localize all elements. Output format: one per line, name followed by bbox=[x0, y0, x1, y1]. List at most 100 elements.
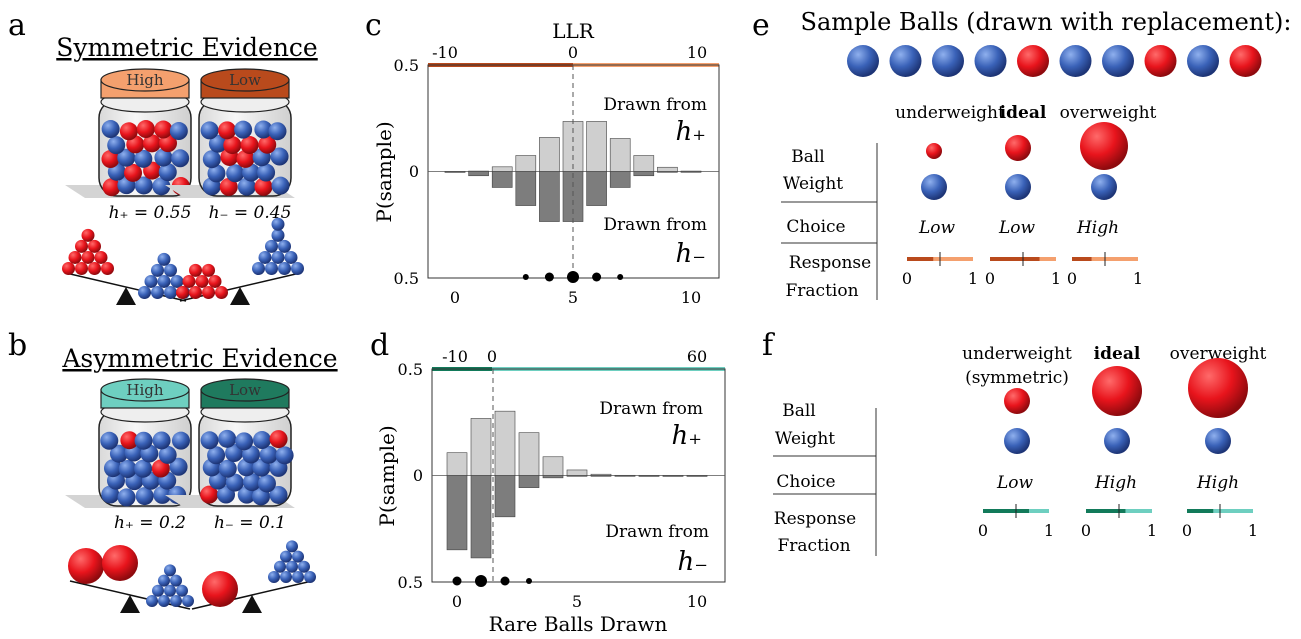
jar-lid-label: High bbox=[126, 381, 163, 399]
blue-ball bbox=[107, 136, 126, 155]
bar-plus-9 bbox=[657, 166, 678, 172]
red-ball bbox=[94, 250, 108, 264]
fulcrum-icon bbox=[242, 595, 262, 613]
blue-ball bbox=[103, 459, 122, 478]
blue-ball-weight-0 bbox=[1004, 428, 1030, 454]
red-ball-weight-1 bbox=[1005, 135, 1031, 161]
balance-scales-asymmetric bbox=[68, 540, 316, 613]
blue-ball bbox=[169, 122, 188, 141]
top-tick-c-1: 0 bbox=[568, 43, 578, 62]
choice-e-2: High bbox=[1076, 218, 1119, 238]
blue-ball-weight-0 bbox=[921, 174, 947, 200]
sample-ball-8 bbox=[1187, 45, 1219, 77]
row-label-fraction-e: Fraction bbox=[785, 281, 858, 301]
panel-b-title: Asymmetric Evidence bbox=[61, 344, 337, 373]
balance-scale bbox=[191, 540, 316, 613]
sample-ball-0 bbox=[847, 45, 879, 77]
x-axis-label-d: Rare Balls Drawn bbox=[489, 612, 668, 636]
red-ball bbox=[75, 239, 88, 253]
red-ball bbox=[159, 134, 178, 153]
jar-caption-low-b: h₋ = 0.1 bbox=[214, 513, 286, 533]
red-ball bbox=[218, 121, 237, 140]
blue-ball bbox=[271, 217, 285, 231]
bar-minus-2 bbox=[494, 475, 516, 518]
jar-high: High bbox=[65, 378, 195, 508]
bar-minus-2 bbox=[491, 171, 513, 188]
panel-f: f underweight (symmetric) ideal overweig… bbox=[762, 328, 1267, 556]
sample-dot-7 bbox=[617, 274, 624, 280]
red-ball bbox=[195, 274, 209, 288]
bar-plus-1 bbox=[470, 418, 492, 476]
panel-a-title: Symmetric Evidence bbox=[56, 33, 317, 62]
response-tick-1-0: 0 bbox=[985, 269, 995, 288]
response-tick-2-1: 1 bbox=[1248, 521, 1258, 540]
fulcrum-icon bbox=[230, 287, 250, 305]
blue-ball bbox=[257, 474, 276, 493]
blue-ball bbox=[169, 457, 188, 476]
balance-scales-symmetric bbox=[62, 217, 304, 305]
bar-minus-3 bbox=[515, 171, 537, 206]
panel-letter-f: f bbox=[762, 328, 775, 363]
bar-minus-6 bbox=[586, 171, 607, 206]
blue-ball bbox=[158, 574, 170, 587]
red-ball bbox=[236, 149, 255, 168]
panel-letter-d: d bbox=[370, 328, 389, 363]
red-ball bbox=[151, 459, 170, 478]
sample-dot-6 bbox=[592, 272, 602, 282]
blue-ball bbox=[291, 262, 304, 275]
bar-minus-1 bbox=[468, 171, 489, 177]
red-ball bbox=[101, 150, 120, 169]
red-ball bbox=[68, 548, 104, 584]
jar-lid bbox=[200, 68, 290, 92]
blue-ball bbox=[280, 550, 292, 563]
blue-ball bbox=[269, 485, 288, 504]
red-ball bbox=[202, 263, 215, 277]
bar-minus-10 bbox=[686, 475, 708, 477]
sample-dot-3 bbox=[522, 274, 529, 280]
choice-f-0: Low bbox=[996, 473, 1034, 493]
blue-ball bbox=[270, 147, 289, 166]
blue-ball bbox=[134, 149, 153, 168]
blue-ball bbox=[176, 584, 188, 597]
jar-lid-label: High bbox=[126, 71, 163, 89]
blue-ball bbox=[152, 584, 164, 597]
red-ball bbox=[254, 177, 273, 196]
blue-ball bbox=[164, 564, 176, 577]
blue-ball bbox=[254, 120, 273, 139]
blue-ball bbox=[134, 431, 153, 450]
x-tick-c-1: 5 bbox=[568, 288, 578, 307]
col-header-f-2: overweight bbox=[1170, 344, 1267, 364]
col-header-f-0: underweight bbox=[962, 344, 1072, 364]
bar-minus-0 bbox=[444, 171, 466, 173]
top-tick-c-0: -10 bbox=[432, 43, 458, 62]
blue-ball bbox=[274, 560, 286, 573]
red-ball bbox=[120, 431, 139, 450]
blue-ball bbox=[268, 122, 287, 141]
blue-ball-weight-1 bbox=[1005, 174, 1031, 200]
blue-ball bbox=[158, 595, 170, 607]
row-label-ball-f: Ball bbox=[782, 401, 816, 421]
red-ball-weight-2 bbox=[1188, 358, 1248, 418]
blue-ball bbox=[286, 560, 298, 573]
bar-plus-4 bbox=[542, 456, 564, 476]
blue-ball bbox=[278, 262, 291, 275]
y-axis-label-d: P(sample) bbox=[375, 425, 399, 526]
red-ball-weight-0 bbox=[1004, 388, 1030, 414]
blue-ball bbox=[225, 473, 244, 492]
label-drawn-minus-c: Drawn from bbox=[603, 215, 707, 235]
response-tick-2-0: 0 bbox=[1182, 521, 1192, 540]
red-ball-weight-1 bbox=[1092, 366, 1142, 416]
x-tick-c-0: 0 bbox=[450, 288, 460, 307]
red-ball bbox=[136, 120, 155, 139]
blue-ball bbox=[271, 176, 290, 195]
response-tick-0-0: 0 bbox=[902, 269, 912, 288]
sample-ball-5 bbox=[1059, 45, 1092, 77]
response-fraction-bars-f: 0 1 0 1 0 1 bbox=[978, 504, 1258, 540]
blue-ball bbox=[151, 263, 164, 277]
bar-plus-4 bbox=[539, 137, 560, 172]
sample-dot-2 bbox=[500, 576, 510, 586]
sample-dot-4 bbox=[544, 272, 554, 282]
col-subheader-f-0: (symmetric) bbox=[965, 368, 1069, 388]
blue-ball bbox=[265, 262, 278, 275]
